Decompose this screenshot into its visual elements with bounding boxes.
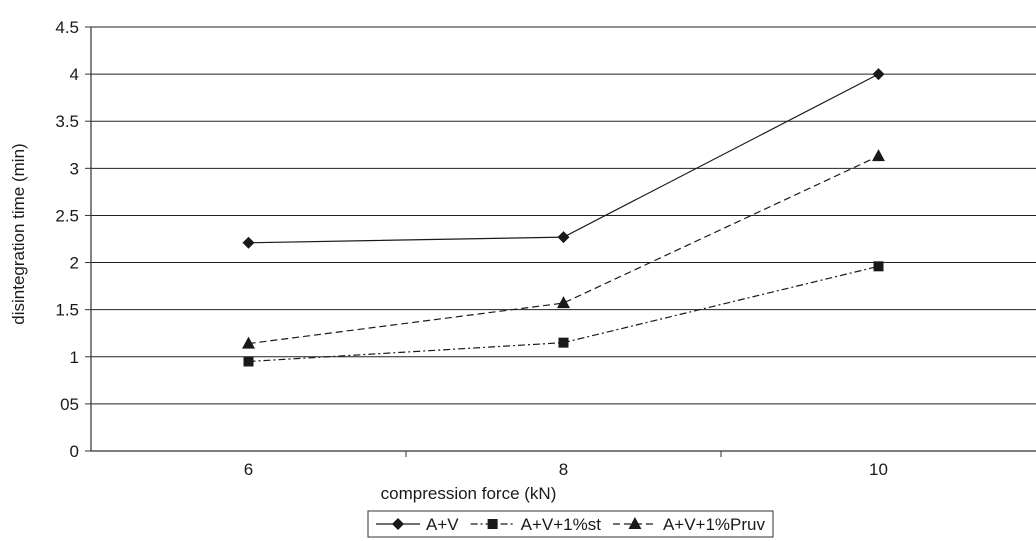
data-point-triangle (628, 517, 642, 529)
y-tick-label: 1.5 (55, 301, 79, 320)
data-point-triangle (242, 336, 255, 349)
series-1 (242, 68, 885, 249)
data-point-square (558, 337, 569, 348)
data-point-diamond (242, 236, 255, 249)
series-lines (242, 68, 885, 367)
x-tick-label: 6 (244, 460, 253, 479)
gridlines (85, 26, 1036, 457)
y-tick-label: 4.5 (55, 18, 79, 37)
x-tick-labels: 6 8 10 (244, 460, 888, 479)
y-tick-label: 3.5 (55, 112, 79, 131)
legend-label: A+V+1%Pruv (663, 515, 766, 534)
data-point-triangle (872, 149, 885, 162)
data-point-diamond (392, 518, 404, 530)
data-point-square (243, 356, 254, 367)
axes (90, 27, 1036, 452)
y-tick-labels: 0 05 1 1.5 2 2.5 3 3.5 4 4.5 (55, 18, 79, 461)
data-point-square (487, 519, 498, 529)
y-tick-label: 2.5 (55, 206, 79, 225)
legend-item: A+V (376, 515, 459, 534)
legend-box (367, 510, 774, 538)
series-line (248, 73, 879, 244)
x-tick-label: 10 (869, 460, 888, 479)
legend: A+V A+V+1%st A+V+1%Pruv (367, 510, 774, 538)
legend-item: A+V+1%st (470, 515, 602, 534)
y-axis-title: disintegration time (min) (9, 143, 28, 324)
data-point-square (873, 261, 884, 272)
series-line (248, 155, 879, 345)
legend-item: A+V+1%Pruv (612, 515, 766, 534)
legend-label: A+V+1%st (521, 515, 602, 534)
y-tick-label: 4 (70, 65, 79, 84)
y-tick-label: 0 (70, 442, 79, 461)
x-tick-label: 8 (559, 460, 568, 479)
legend-label: A+V (426, 515, 459, 534)
y-tick-label: 3 (70, 159, 79, 178)
y-tick-label: 2 (70, 254, 79, 273)
series-2 (243, 261, 884, 367)
data-point-diamond (557, 231, 570, 244)
x-axis-title: compression force (kN) (381, 484, 557, 503)
series-3 (242, 149, 885, 349)
y-tick-label: 1 (70, 348, 79, 367)
data-point-diamond (872, 68, 885, 81)
data-point-triangle (557, 296, 570, 309)
y-tick-label: 05 (60, 395, 79, 414)
